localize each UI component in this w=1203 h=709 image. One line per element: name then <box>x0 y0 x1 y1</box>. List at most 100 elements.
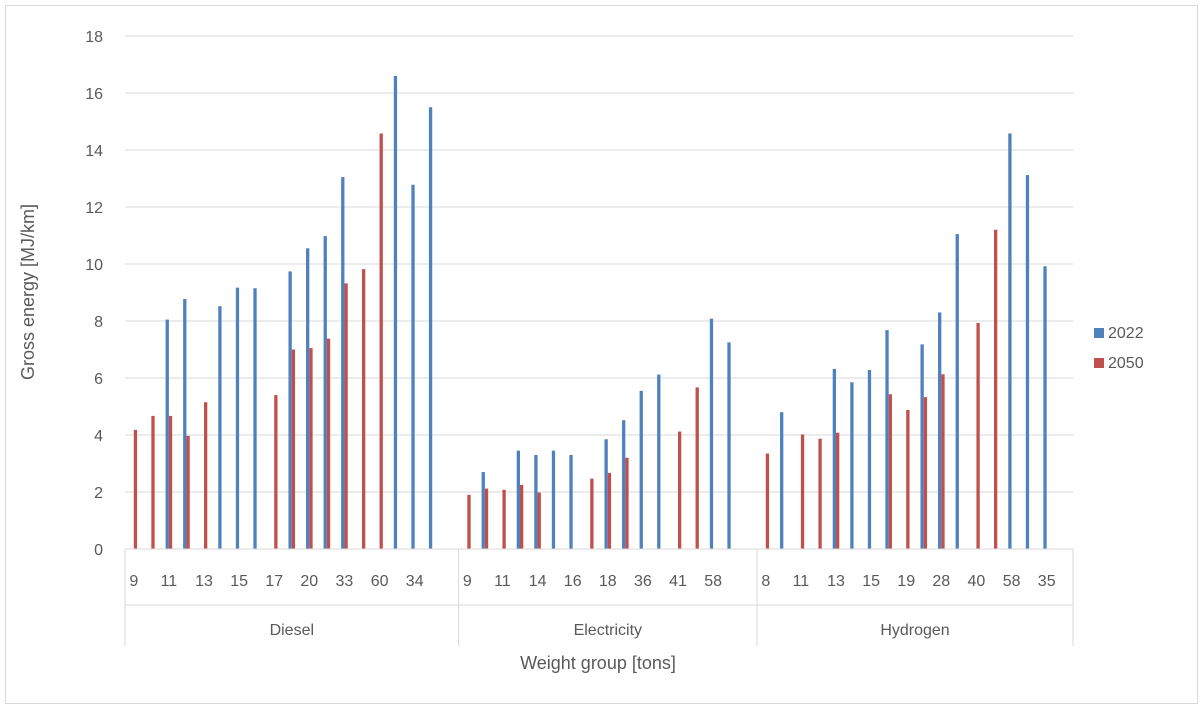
x-tick-label: 15 <box>230 573 248 590</box>
x-tick-label: 20 <box>300 573 318 590</box>
x-tick-label: 8 <box>761 573 770 590</box>
chart-border <box>5 5 1198 704</box>
x-tick-label: 34 <box>406 573 424 590</box>
bar-2050-electricity <box>590 478 594 549</box>
bar-2022-diesel <box>288 271 292 549</box>
bar-2022-hydrogen <box>1025 175 1030 549</box>
bar-2022-hydrogen <box>850 382 854 549</box>
bar-2022-hydrogen <box>780 412 784 549</box>
bar-2050-diesel <box>274 395 278 549</box>
y-axis-title: Gross energy [MJ/km] <box>18 204 38 380</box>
bar-2050-diesel <box>362 269 366 549</box>
x-tick-label: 60 <box>371 573 389 590</box>
bar-2022-electricity <box>516 450 520 549</box>
y-tick-label: 12 <box>85 200 103 217</box>
bar-2022-diesel <box>235 287 240 549</box>
bar-2050-hydrogen <box>836 432 840 549</box>
x-tick-label: 11 <box>161 573 178 590</box>
bar-2050-hydrogen <box>906 409 910 549</box>
bar-2050-hydrogen <box>941 374 945 549</box>
bar-2050-diesel <box>204 402 208 549</box>
bar-2050-diesel <box>151 415 155 549</box>
x-tick-label: 17 <box>265 573 283 590</box>
bar-2022-electricity <box>622 420 626 549</box>
bar-2050-hydrogen <box>976 323 980 549</box>
bar-2022-hydrogen <box>832 368 836 549</box>
bar-2050-diesel <box>168 415 173 549</box>
x-tick-label: 13 <box>827 573 845 590</box>
y-tick-label: 4 <box>94 428 103 445</box>
bar-2050-electricity <box>537 492 541 549</box>
x-tick-label: 40 <box>968 573 986 590</box>
legend-swatch-2050 <box>1094 358 1104 368</box>
bar-2022-electricity <box>569 454 573 549</box>
bars <box>133 75 1047 550</box>
bar-2022-diesel <box>165 319 169 549</box>
y-tick-label: 0 <box>94 542 103 559</box>
bar-2022-diesel <box>393 75 398 550</box>
bar-2050-hydrogen <box>800 434 805 549</box>
y-tick-label: 2 <box>94 485 103 502</box>
x-tick-label: 18 <box>599 573 617 590</box>
group-label-electricity: Electricity <box>574 622 642 639</box>
bar-2050-diesel <box>291 349 296 549</box>
y-tick-label: 8 <box>94 314 103 331</box>
x-tick-label: 15 <box>862 573 880 590</box>
x-tick-label: 58 <box>704 573 722 590</box>
bar-2022-hydrogen <box>938 312 942 549</box>
x-tick-label: 9 <box>129 573 138 590</box>
x-tick-label: 41 <box>669 573 687 590</box>
bar-2050-electricity <box>520 484 524 550</box>
bar-2022-electricity <box>709 318 714 549</box>
bar-2050-diesel <box>326 338 331 549</box>
bar-2022-hydrogen <box>885 330 889 549</box>
bar-2022-electricity <box>639 390 643 549</box>
bar-2022-diesel <box>218 306 222 549</box>
bar-2050-hydrogen <box>994 229 998 550</box>
bar-2050-electricity <box>678 431 682 549</box>
x-tick-label: 16 <box>564 573 582 590</box>
bar-2050-electricity <box>625 457 629 549</box>
bar-2050-diesel <box>379 133 383 549</box>
x-tick-label: 36 <box>634 573 652 590</box>
legend-label-2022: 2022 <box>1108 325 1144 342</box>
bar-2050-electricity <box>467 494 471 549</box>
grid-lines <box>125 35 1073 493</box>
x-tick-label: 9 <box>463 573 472 590</box>
legend: 2022 2050 <box>1094 325 1144 372</box>
bar-2050-diesel <box>186 435 190 549</box>
y-tick-label: 18 <box>85 29 103 46</box>
y-tick-label: 14 <box>85 143 103 160</box>
bar-2022-electricity <box>534 454 538 549</box>
bar-2022-electricity <box>604 439 608 549</box>
bar-2022-electricity <box>727 342 731 550</box>
x-axis-title: Weight group [tons] <box>520 653 676 673</box>
bar-2050-diesel <box>344 283 348 549</box>
x-tick-label: 33 <box>336 573 354 590</box>
bar-2050-hydrogen <box>888 394 892 549</box>
bar-2022-diesel <box>253 288 257 549</box>
legend-swatch-2022 <box>1094 328 1104 338</box>
bar-2022-hydrogen <box>1008 133 1012 549</box>
bar-2022-hydrogen <box>920 344 924 549</box>
x-tick-label: 11 <box>494 573 511 590</box>
bar-2050-electricity <box>695 387 699 549</box>
bar-2022-hydrogen <box>955 234 959 549</box>
bar-2050-hydrogen <box>923 397 928 549</box>
x-tick-label: 28 <box>932 573 950 590</box>
y-tick-label: 6 <box>94 371 103 388</box>
bar-2050-diesel <box>133 429 138 549</box>
x-tick-label: 11 <box>793 573 810 590</box>
legend-label-2050: 2050 <box>1108 355 1144 372</box>
bar-2022-hydrogen <box>867 370 872 549</box>
bar-2050-electricity <box>502 489 506 549</box>
x-tick-label: 58 <box>1003 573 1021 590</box>
bar-2022-diesel <box>411 184 415 549</box>
x-tick-label: 13 <box>195 573 213 590</box>
x-tick-label: 14 <box>529 573 547 590</box>
x-tick-label: 35 <box>1038 573 1056 590</box>
x-tick-label: 19 <box>897 573 915 590</box>
bar-2022-diesel <box>183 299 187 549</box>
